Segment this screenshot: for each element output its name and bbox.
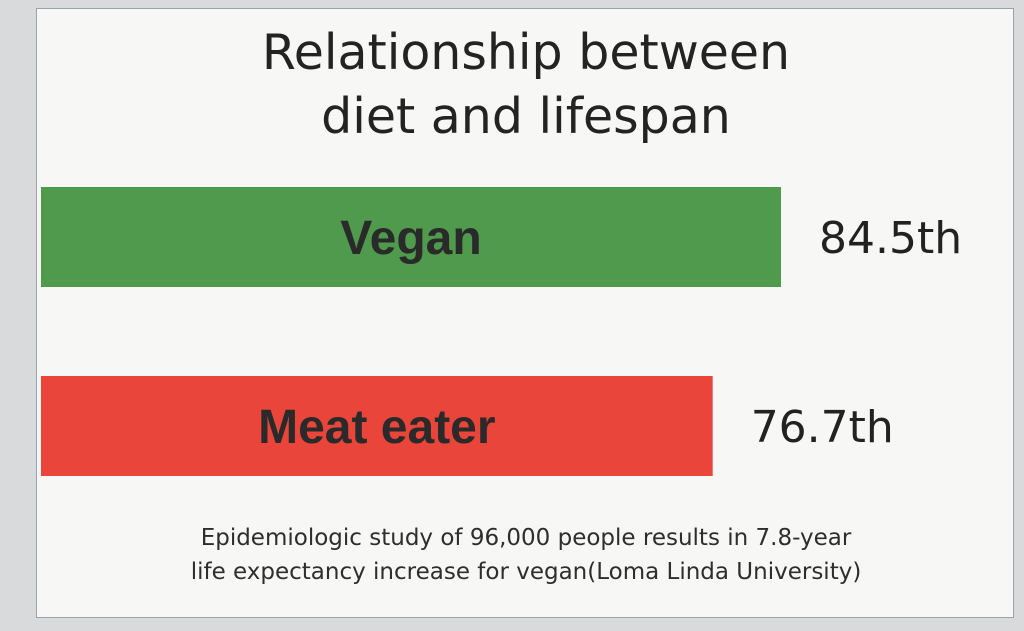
footnote-line-2: life expectancy increase for vegan(Loma … [190, 559, 862, 585]
footnote-line-1: Epidemiologic study of 96,000 people res… [200, 525, 852, 551]
bar-label-meat-eater: Meat eater [258, 401, 495, 454]
chart-title: Relationship between diet and lifespan [37, 21, 1015, 149]
chart-footnote: Epidemiologic study of 96,000 people res… [37, 521, 1015, 589]
chart-slide: Relationship between diet and lifespan V… [36, 8, 1014, 618]
value-label-meat-eater: 76.7th [751, 402, 894, 453]
chart-title-line-2: diet and lifespan [321, 88, 731, 145]
bar-chart: Vegan 84.5th Meat eater 76.7th [41, 187, 962, 476]
bar-label-vegan: Vegan [340, 212, 481, 265]
bar-meat-eater [41, 376, 713, 476]
bar-vegan [41, 187, 781, 287]
value-label-vegan: 84.5th [819, 213, 962, 264]
chart-title-line-1: Relationship between [261, 24, 791, 81]
